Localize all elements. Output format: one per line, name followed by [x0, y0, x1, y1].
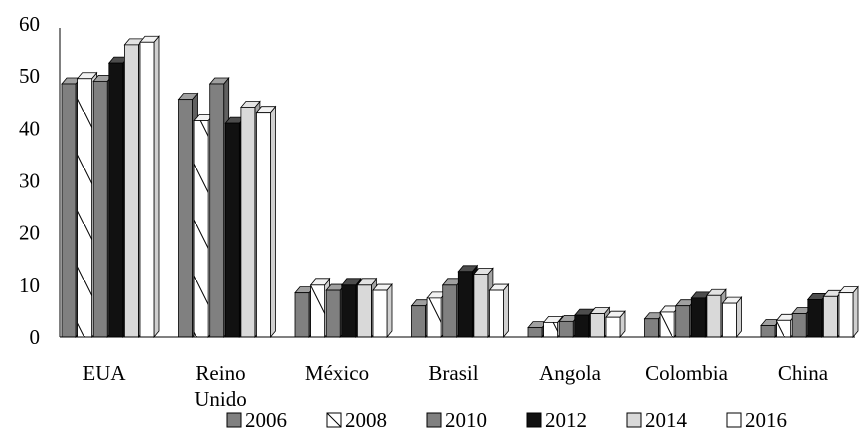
- legend-label: 2012: [545, 408, 587, 432]
- y-tick-label: 20: [19, 221, 40, 245]
- bar-2016: [838, 285, 859, 339]
- bar-2016: [721, 295, 743, 339]
- x-category-label: Brasil: [428, 361, 478, 385]
- y-axis: 0 10 20 30 40 50 60: [19, 12, 61, 349]
- legend-item-2008: 2008: [326, 408, 387, 432]
- x-category-label: Reino Unido: [194, 361, 247, 411]
- legend-label: 2008: [345, 408, 387, 432]
- x-axis: EUA Reino Unido México Brasil Angola Colombia C…: [60, 336, 855, 411]
- legend-label: 2016: [745, 408, 787, 432]
- x-category-label: Colombia: [645, 361, 729, 385]
- x-category-label: EUA: [82, 361, 126, 385]
- y-tick-label: 50: [19, 64, 40, 88]
- x-category-line: México: [305, 361, 369, 385]
- legend-item-2006: 2006: [226, 408, 287, 432]
- legend-label: 2014: [645, 408, 688, 432]
- y-tick-label: 30: [19, 169, 40, 193]
- x-category-line: EUA: [82, 361, 126, 385]
- legend-swatch: [526, 412, 542, 428]
- x-category-line: Angola: [539, 361, 602, 385]
- bars: [61, 35, 859, 339]
- y-tick-label: 40: [19, 116, 40, 140]
- y-tick-label: 60: [19, 12, 40, 36]
- x-category-line: Unido: [194, 387, 247, 411]
- x-category-line: Reino: [195, 361, 245, 385]
- x-category-line: China: [778, 361, 829, 385]
- legend-swatch: [726, 412, 742, 428]
- legend-label: 2010: [445, 408, 487, 432]
- x-category-line: Colombia: [645, 361, 729, 385]
- y-tick-label: 0: [30, 325, 41, 349]
- legend-swatch: [226, 412, 242, 428]
- x-category-label: Angola: [539, 361, 602, 385]
- legend-item-2012: 2012: [526, 408, 587, 432]
- x-category-label: China: [778, 361, 829, 385]
- bar-2016: [488, 282, 510, 339]
- legend-item-2010: 2010: [426, 408, 487, 432]
- legend-item-2016: 2016: [726, 408, 787, 432]
- bar-2016: [605, 310, 626, 339]
- legend: 2006 2008 2010 2012 2014 2016: [226, 408, 787, 432]
- x-category-label: México: [305, 361, 369, 385]
- bar-2016: [255, 105, 277, 339]
- y-tick-label: 10: [19, 273, 40, 297]
- x-category-line: Brasil: [428, 361, 478, 385]
- legend-item-2014: 2014: [626, 408, 688, 432]
- legend-swatch: [626, 412, 642, 428]
- bar-2016: [372, 282, 393, 339]
- bar-2016: [139, 35, 160, 339]
- legend-label: 2006: [245, 408, 287, 432]
- legend-swatch: [426, 412, 442, 428]
